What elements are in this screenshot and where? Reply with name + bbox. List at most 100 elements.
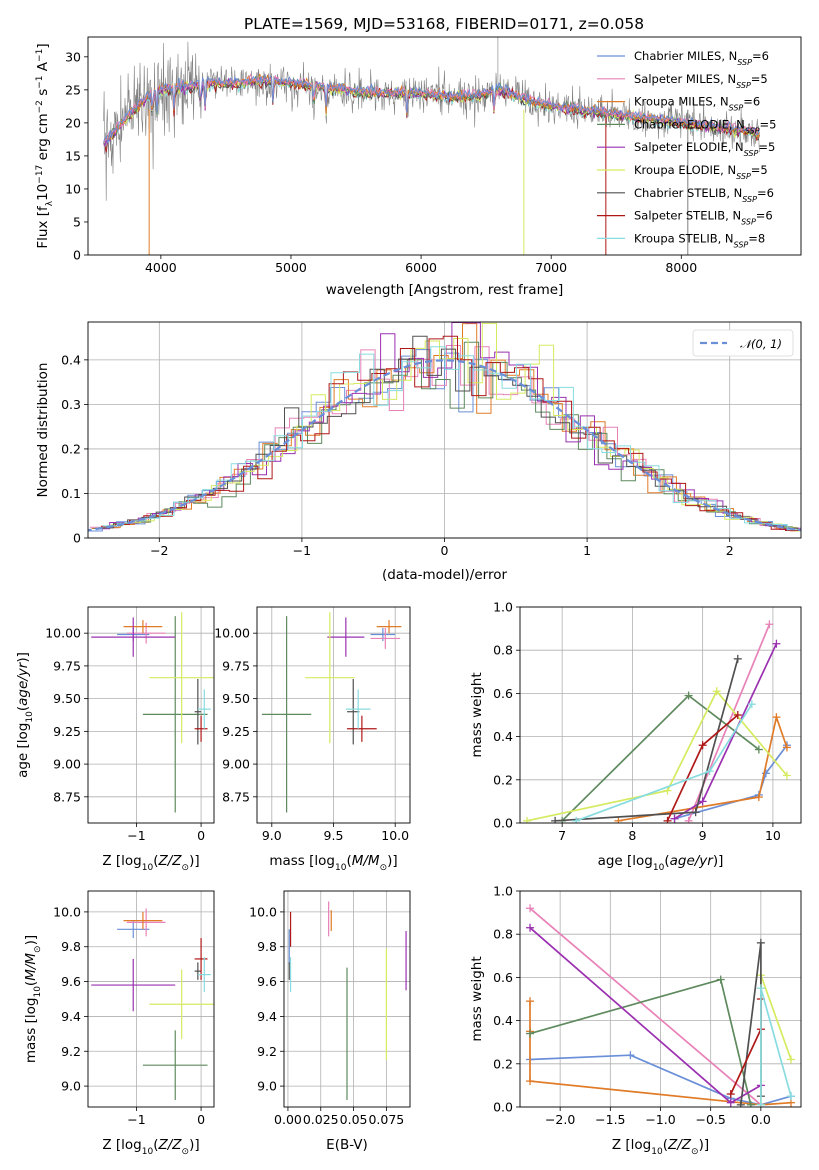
- errorbar-point: [91, 617, 176, 657]
- label-part: −2: [35, 100, 45, 113]
- x-tick-label: 0.075: [368, 1112, 404, 1127]
- weight-series: [523, 687, 791, 823]
- label-part: Z [log: [102, 853, 141, 869]
- y-tick-label: 5: [73, 214, 81, 229]
- errorbar-point: [123, 911, 163, 930]
- legend-label-part: =5: [751, 72, 768, 86]
- x-tick-label: −1.0: [645, 1112, 675, 1127]
- plot-area: 4000 5000 6000 7000 8000051015202530waveleng…: [15, 36, 802, 1157]
- x-tick-label: −0.5: [695, 1112, 725, 1127]
- axes-frame: [87, 36, 802, 256]
- label-part: age/yr: [670, 853, 715, 869]
- x-axis-label: (data-model)/error: [382, 567, 508, 583]
- label-part: )]: [387, 853, 398, 869]
- legend-label: Kroupa ELODIE, NSSP=5: [634, 163, 768, 181]
- errorbar-point: [376, 620, 402, 634]
- errorbar-point: [126, 908, 166, 937]
- legend-label-part: =5: [758, 140, 775, 154]
- legend-label-part: SSP: [734, 240, 749, 249]
- plot-content-spectrum: [103, 37, 760, 255]
- axes-mass_vs_ebv: 0.00 0.025 0.05 0.075 9.0 9.2 9.4 9.6 9.8 10.0 E(B…: [249, 890, 411, 1153]
- legend-label-part: Chabrier ELODIE, N: [634, 117, 745, 131]
- x-tick-label: 8000: [665, 260, 697, 275]
- plot-content-weight_vs_z: [526, 904, 795, 1107]
- axes-residuals: −2 −1 0 1 2 0 0.1 0.2 0.3 0.4 (data-model)/error No…: [35, 321, 802, 583]
- errorbar-point: [345, 689, 371, 729]
- label-part: ⊙: [33, 945, 43, 953]
- weight-series: [526, 975, 755, 1107]
- legend-label-part: Kroupa MILES, N: [634, 95, 729, 109]
- label-part: Z [log: [102, 1137, 141, 1153]
- y-tick-label: 0.8: [493, 643, 513, 658]
- histogram-step: [102, 346, 801, 531]
- legend-label: Kroupa STELIB, NSSP=8: [634, 231, 765, 249]
- errorbar-point: [347, 715, 377, 742]
- y-tick-label: 9.8: [61, 939, 81, 954]
- axes-frame: [87, 606, 215, 824]
- x-tick-label: 6000: [405, 260, 437, 275]
- y-tick-label: 9.75: [222, 658, 250, 673]
- legend-label-part: Salpeter STELIB, N: [634, 209, 741, 223]
- label-part: Z/Z: [157, 1137, 182, 1153]
- x-axis-label: E(B-V): [326, 1137, 368, 1153]
- errorbar-point: [261, 616, 312, 813]
- legend-label-part: =6: [756, 209, 773, 223]
- legend-label-part: SSP: [745, 126, 760, 135]
- data-spectrum-line: [103, 41, 760, 201]
- y-tick-label: 0.6: [493, 686, 513, 701]
- y-tick-label: 25: [65, 82, 81, 97]
- x-tick-label: 7: [558, 828, 566, 843]
- x-axis-label: Z [log10(Z/Z⊙)]: [102, 1137, 199, 1157]
- x-tick-label: 10: [765, 828, 781, 843]
- y-tick-label: 9.50: [53, 691, 81, 706]
- errorbar-point: [123, 620, 163, 634]
- axes-age_vs_mass: 9.0 9.5 10.0 8.75 9.00 9.25 9.50 9.75 10.00 mass …: [214, 606, 411, 873]
- weight-series: [663, 711, 742, 823]
- legend-label: 𝒩(0, 1): [740, 337, 782, 351]
- axes-weight_vs_age: 7 8 9 10 0.0 0.2 0.4 0.6 0.8 1.0 mass weight age [l…: [469, 600, 802, 873]
- label-part: 10: [142, 863, 154, 873]
- legend-label: Kroupa MILES, NSSP=6: [634, 95, 760, 113]
- y-tick-label: 0.4: [493, 729, 513, 744]
- frame-age_vs_z: −1 0 8.75 9.00 9.25 9.50 9.75 10.00: [45, 606, 215, 843]
- legend-label-part: SSP: [736, 172, 751, 181]
- label-part: (: [664, 853, 669, 869]
- label-part: )]: [15, 652, 31, 663]
- y-tick-label: 0.2: [493, 772, 513, 787]
- y-tick-label: 0.0: [493, 1100, 513, 1115]
- y-tick-label: 0.1: [61, 486, 81, 501]
- label-part: ⊙: [380, 863, 388, 873]
- y-tick-label: 10.0: [53, 904, 81, 919]
- y-axis-label: age [log10(age/yr)]: [15, 652, 35, 778]
- y-tick-label: 0.6: [493, 970, 513, 985]
- axes-weight_vs_z: −2.0 −1.5 −1.0 −0.5 0.0 0.0 0.2 0.4 0.6 0.8 1.0 mas…: [469, 884, 802, 1157]
- legend-label-part: Chabrier STELIB, N: [634, 186, 742, 200]
- weight-series: [572, 700, 756, 823]
- y-tick-label: 9.8: [257, 939, 277, 954]
- label-part: 10: [653, 863, 665, 873]
- y-tick-label: 0: [73, 248, 81, 263]
- legend: 𝒩(0, 1): [692, 329, 794, 357]
- y-tick-label: 9.00: [53, 757, 81, 772]
- y-tick-label: 10.0: [249, 904, 277, 919]
- label-part: 10: [25, 711, 35, 723]
- x-tick-label: 0.0: [751, 1112, 771, 1127]
- label-part: M/M: [352, 853, 380, 869]
- y-tick-label: 10.00: [214, 626, 250, 641]
- x-tick-label: 7000: [535, 260, 567, 275]
- y-tick-label: 0.8: [493, 927, 513, 942]
- y-tick-label: 0.2: [493, 1056, 513, 1071]
- x-axis-label: Z [log10(Z/Z⊙)]: [612, 1137, 709, 1157]
- x-tick-label: 9: [699, 828, 707, 843]
- frame-mass_vs_ebv: 0.00 0.025 0.05 0.075 9.0 9.2 9.4 9.6 9.8 10.0: [249, 890, 411, 1127]
- errorbar-point: [194, 679, 202, 745]
- x-axis-label: wavelength [Angstrom, rest frame]: [326, 282, 564, 298]
- y-tick-label: 9.2: [257, 1044, 277, 1059]
- legend-label-part: SSP: [744, 149, 759, 158]
- y-tick-label: 8.75: [222, 789, 250, 804]
- x-tick-label: 0.025: [303, 1112, 339, 1127]
- label-part: (: [153, 853, 158, 869]
- plot-content-weight_vs_age: [523, 620, 791, 823]
- y-tick-label: 1.0: [493, 600, 513, 615]
- legend-label-part: Salpeter MILES, N: [634, 72, 736, 86]
